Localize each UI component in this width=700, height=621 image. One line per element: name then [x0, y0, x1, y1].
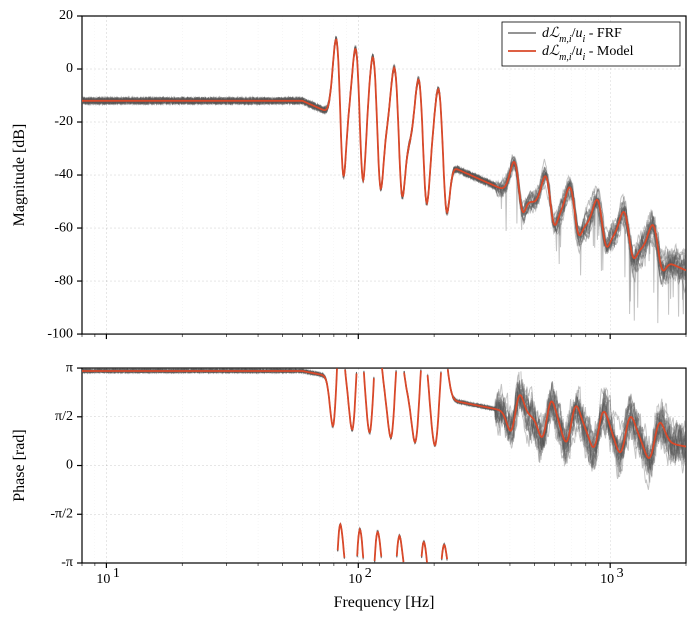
model-trace — [375, 532, 382, 561]
frf-trace — [82, 39, 686, 323]
y-axis-label: Phase [rad] — [11, 429, 28, 501]
svg-text:10: 10 — [96, 572, 110, 587]
frf-trace — [82, 369, 337, 426]
x-axis-label: Frequency [Hz] — [334, 594, 435, 611]
frf-trace — [82, 39, 686, 314]
y-tick-label: π — [66, 360, 73, 375]
svg-text:10: 10 — [600, 572, 614, 587]
y-tick-label: 20 — [59, 8, 73, 23]
y-tick-label: -20 — [54, 114, 73, 129]
y-tick-label: -40 — [54, 167, 73, 182]
y-tick-label: -60 — [54, 220, 73, 235]
frf-trace — [82, 38, 686, 317]
x-tick-label: 102 — [348, 566, 372, 587]
y-tick-label: 0 — [66, 458, 73, 473]
frf-trace — [82, 368, 337, 424]
y-tick-label: π/2 — [55, 409, 73, 424]
frf-trace — [82, 369, 337, 427]
frf-trace — [82, 369, 337, 426]
model-trace — [338, 525, 345, 558]
model-trace — [428, 373, 441, 446]
model-trace — [82, 40, 686, 271]
svg-text:10: 10 — [348, 572, 362, 587]
frf-traces-magnitude — [82, 36, 686, 323]
y-tick-label: 0 — [66, 61, 73, 76]
frf-trace — [82, 369, 337, 427]
frf-chart: -100 -80 -60 -40 -20 0 20 Magnitude [dB] -π -π/2 0… — [0, 0, 700, 621]
frf-traces-phase — [82, 367, 686, 564]
frf-trace — [82, 38, 686, 321]
frf-trace — [82, 369, 337, 427]
model-trace — [345, 370, 356, 430]
model-trace — [382, 368, 396, 437]
model-trace — [82, 369, 337, 426]
frf-trace — [82, 367, 337, 427]
model-trace — [364, 372, 374, 432]
y-tick-label: -π — [61, 555, 73, 570]
frf-trace — [82, 37, 686, 308]
svg-text:1: 1 — [113, 566, 120, 581]
model-trace — [397, 536, 404, 562]
frf-trace — [82, 369, 337, 427]
legend: dℒm,i/ui - FRFdℒm,i/ui - Model — [502, 22, 680, 66]
x-tick-label: 101 — [96, 566, 120, 587]
frf-trace — [82, 368, 337, 426]
frf-trace — [82, 369, 337, 426]
frf-trace — [82, 367, 337, 427]
model-trace — [357, 530, 363, 558]
model-trace — [442, 545, 447, 559]
model-trace — [404, 371, 421, 442]
svg-text:2: 2 — [365, 566, 372, 581]
y-axis-label: Magnitude [dB] — [11, 124, 28, 227]
frf-trace — [82, 41, 686, 302]
model-trace-magnitude — [82, 40, 686, 271]
y-tick-label: -100 — [47, 326, 73, 341]
frf-trace — [82, 368, 337, 427]
frf-trace — [82, 368, 337, 427]
x-tick-label: 103 — [600, 566, 624, 587]
frf-trace — [82, 368, 337, 426]
frf-trace — [82, 39, 686, 314]
y-tick-label: -80 — [54, 273, 73, 288]
frf-trace — [82, 369, 337, 426]
svg-text:3: 3 — [617, 566, 624, 581]
frf-trace — [82, 369, 337, 426]
model-trace — [422, 542, 427, 562]
frf-trace — [82, 368, 337, 427]
y-tick-label: -π/2 — [50, 506, 73, 521]
